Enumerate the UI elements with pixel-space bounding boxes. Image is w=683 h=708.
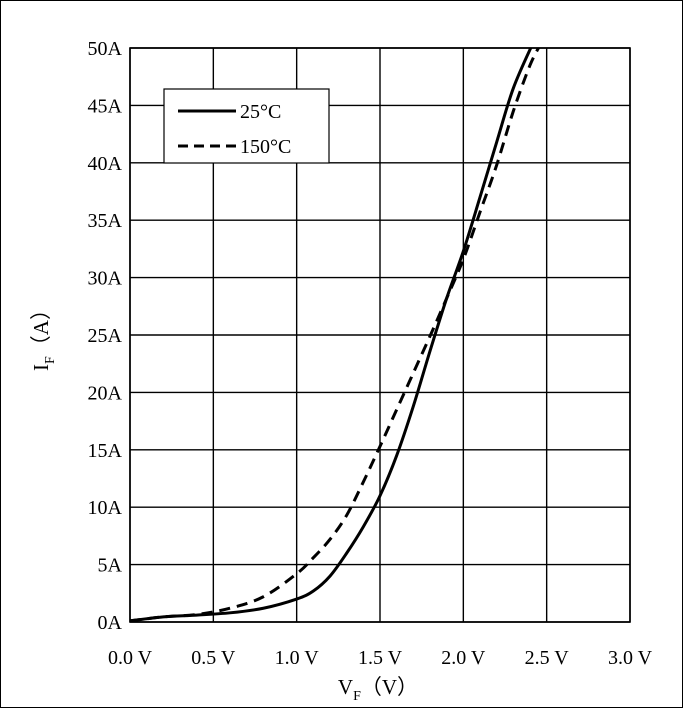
x-axis-unit: （V） — [361, 675, 418, 699]
y-axis-title: IF（A） — [29, 299, 58, 371]
legend-label-25c: 25°C — [240, 101, 281, 123]
x-tick-label-0: 0.0 V — [108, 647, 153, 669]
y-tick-label-7: 35A — [88, 210, 123, 232]
legend-label-150c: 150°C — [240, 136, 291, 158]
y-tick-label-0: 0A — [98, 612, 123, 634]
x-tick-labels: 0.0 V 0.5 V 1.0 V 1.5 V 2.0 V 2.5 V 3.0 V — [108, 647, 653, 669]
y-tick-label-4: 20A — [88, 382, 123, 404]
x-axis-title: VF（V） — [338, 675, 418, 704]
y-tick-label-1: 5A — [98, 555, 123, 577]
y-tick-labels: 0A 5A 10A 15A 20A 25A 30A 35A 40A 45A 50A — [88, 38, 123, 634]
x-tick-label-1: 0.5 V — [191, 647, 236, 669]
y-tick-label-8: 40A — [88, 153, 123, 175]
x-tick-label-6: 3.0 V — [608, 647, 653, 669]
y-axis-subscript: F — [43, 356, 58, 364]
x-tick-label-3: 1.5 V — [358, 647, 403, 669]
y-tick-label-5: 25A — [88, 325, 123, 347]
legend-box — [163, 88, 330, 164]
legend: 25°C 150°C — [163, 88, 330, 164]
x-tick-label-5: 2.5 V — [525, 647, 570, 669]
y-tick-label-2: 10A — [88, 497, 123, 519]
x-axis-subscript: F — [353, 689, 361, 704]
series-line-150c — [130, 48, 541, 622]
y-axis-symbol: I — [29, 364, 53, 371]
y-tick-label-10: 50A — [88, 38, 123, 60]
plot-border — [129, 47, 631, 623]
x-tick-label-2: 1.0 V — [275, 647, 320, 669]
y-tick-label-3: 15A — [88, 440, 123, 462]
x-axis-symbol: V — [338, 675, 353, 699]
y-tick-label-6: 30A — [88, 268, 123, 290]
y-tick-label-9: 45A — [88, 95, 123, 117]
x-tick-label-4: 2.0 V — [441, 647, 486, 669]
y-axis-unit: （A） — [29, 299, 53, 356]
series-layer — [130, 48, 541, 622]
series-line-25c — [130, 48, 533, 622]
